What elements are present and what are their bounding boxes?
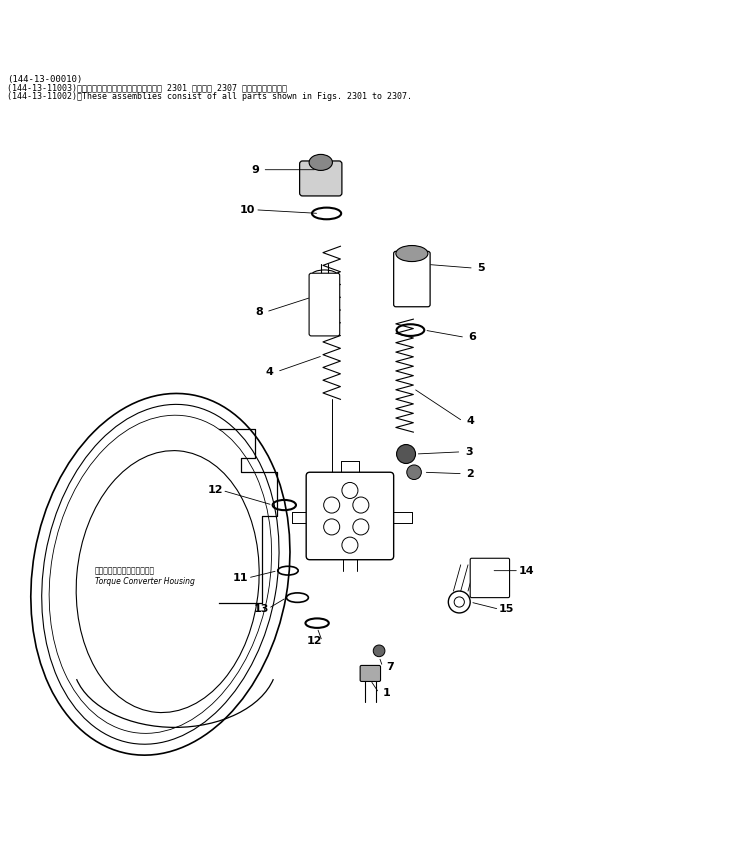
FancyBboxPatch shape <box>306 472 394 560</box>
Text: 6: 6 <box>469 333 476 343</box>
Text: 10: 10 <box>240 205 256 215</box>
Circle shape <box>407 465 421 480</box>
Text: (144-13-11003)　これらのアセンブリの構成部品は第 2301 図から第 2307 図までございます．: (144-13-11003) これらのアセンブリの構成部品は第 2301 図から… <box>7 84 287 93</box>
FancyBboxPatch shape <box>360 665 381 681</box>
FancyBboxPatch shape <box>309 273 340 336</box>
FancyBboxPatch shape <box>300 161 342 196</box>
Text: 5: 5 <box>477 263 485 273</box>
Circle shape <box>373 645 385 656</box>
FancyBboxPatch shape <box>470 558 510 597</box>
Ellipse shape <box>309 154 332 171</box>
Text: 2: 2 <box>467 469 474 479</box>
Ellipse shape <box>396 245 428 261</box>
Text: 3: 3 <box>465 446 472 457</box>
Text: 9: 9 <box>252 165 259 175</box>
Text: 14: 14 <box>518 566 534 576</box>
Circle shape <box>397 445 416 464</box>
Text: 11: 11 <box>233 573 249 583</box>
Text: 12: 12 <box>207 485 223 495</box>
FancyBboxPatch shape <box>394 251 430 307</box>
Text: (144-13-00010): (144-13-00010) <box>7 75 82 84</box>
Text: 8: 8 <box>255 307 262 317</box>
Text: 4: 4 <box>266 367 273 376</box>
Text: 12: 12 <box>307 637 323 646</box>
Text: 13: 13 <box>253 603 269 614</box>
Text: (144-13-11002)　These assemblies consist of all parts shown in Figs. 2301 to 2307: (144-13-11002) These assemblies consist … <box>7 93 413 101</box>
Text: 1: 1 <box>383 688 390 698</box>
Text: 4: 4 <box>467 417 474 426</box>
Text: 7: 7 <box>386 662 394 672</box>
Text: 15: 15 <box>499 604 515 614</box>
Text: Torque Converter Housing: Torque Converter Housing <box>95 577 195 586</box>
Text: トルクコンバータハウジング: トルクコンバータハウジング <box>95 566 155 575</box>
